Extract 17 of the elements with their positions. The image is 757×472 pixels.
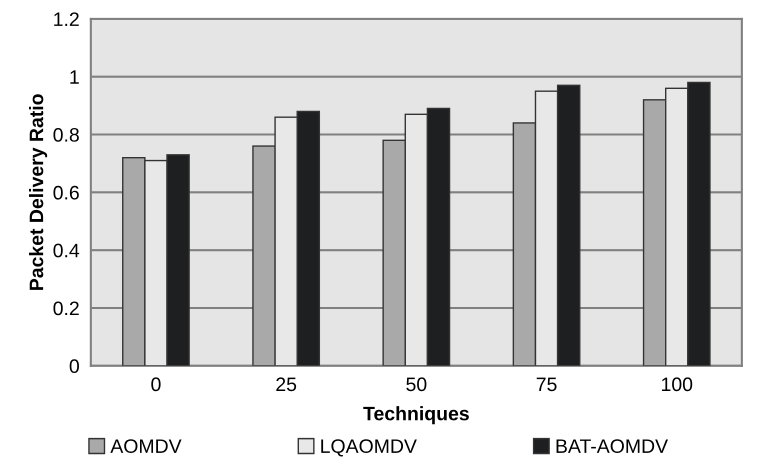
y-tick-label: 0.4 bbox=[53, 244, 80, 258]
x-tick-label: 50 bbox=[406, 377, 426, 392]
y-axis-title: Packet Delivery Ratio bbox=[29, 94, 48, 290]
y-tick-label: 1 bbox=[70, 70, 79, 84]
y-tick-label: 0 bbox=[70, 359, 79, 374]
legend-label: LQAOMDV bbox=[321, 439, 417, 456]
legend-label: BAT-AOMDV bbox=[556, 439, 668, 454]
x-tick-label: 25 bbox=[276, 377, 296, 392]
y-tick-label: 0.8 bbox=[53, 128, 79, 142]
x-tick-label: 75 bbox=[536, 378, 557, 392]
legend-label: AOMDV bbox=[110, 439, 182, 454]
x-axis-title: Techniques bbox=[363, 406, 469, 424]
y-tick-label: 0.2 bbox=[53, 301, 79, 316]
y-tick-label: 1.2 bbox=[54, 12, 79, 26]
y-tick-label: 0.6 bbox=[53, 186, 79, 200]
x-tick-label: 100 bbox=[662, 377, 692, 392]
x-tick-label: 0 bbox=[151, 377, 161, 392]
